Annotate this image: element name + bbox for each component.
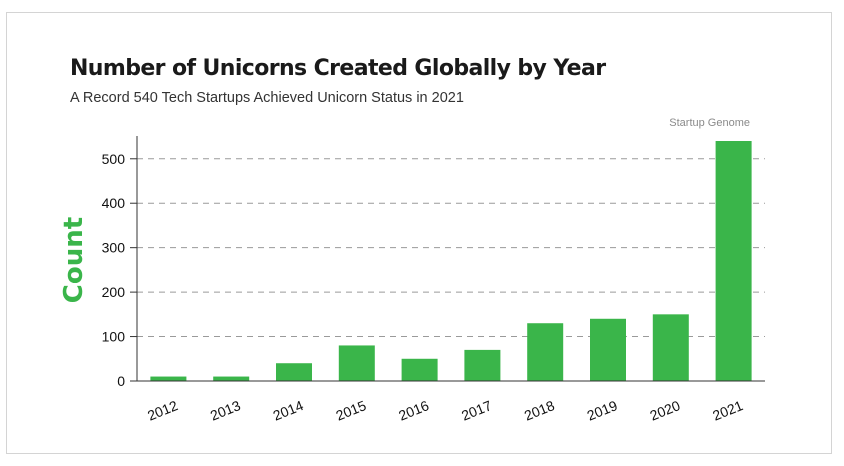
x-tick-label: 2019: [585, 397, 620, 424]
y-tick-label: 400: [102, 195, 126, 211]
bar-2015: [338, 345, 375, 381]
y-axis-label: Count: [59, 217, 89, 303]
x-tick-label: 2016: [396, 397, 431, 424]
y-tick-label: 0: [117, 373, 125, 389]
x-tick-label: 2013: [208, 397, 243, 424]
bar-2020: [652, 314, 689, 381]
chart-subtitle: A Record 540 Tech Startups Achieved Unic…: [70, 90, 464, 106]
x-tick-label: 2014: [271, 397, 306, 424]
bar-2017: [464, 349, 501, 381]
bar-2016: [401, 358, 438, 381]
y-tick-label: 500: [102, 151, 126, 167]
x-tick-label: 2018: [522, 397, 557, 424]
chart-title: Number of Unicorns Created Globally by Y…: [70, 56, 606, 81]
bar-2014: [276, 363, 312, 381]
x-tick-label: 2021: [710, 397, 745, 424]
bar-2012: [150, 376, 187, 381]
y-tick-label: 300: [102, 240, 126, 256]
source-label: Startup Genome: [669, 117, 750, 129]
bar-2013: [213, 376, 250, 381]
y-tick-label: 100: [102, 329, 126, 345]
bar-2021: [715, 141, 752, 381]
x-tick-label: 2015: [333, 397, 368, 424]
x-tick-label: 2020: [647, 397, 682, 424]
y-tick-label: 200: [102, 284, 126, 300]
x-tick-label: 2017: [459, 397, 494, 424]
x-tick-label: 2012: [145, 397, 180, 424]
bar-2018: [527, 323, 564, 381]
bar-2019: [590, 318, 626, 381]
